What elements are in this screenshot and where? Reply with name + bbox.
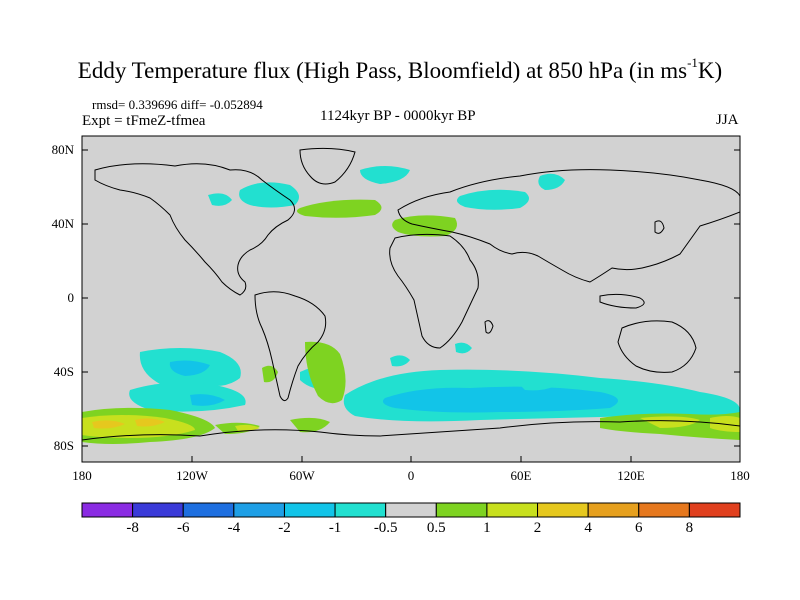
cyan-patch-arctic (360, 166, 410, 184)
colorbar-label: 6 (635, 520, 643, 536)
colorbar-label: -0.5 (373, 520, 398, 536)
coastlines (82, 147, 740, 441)
colorbar-cell (334, 502, 387, 518)
green-patch-mediterranean (392, 215, 458, 237)
season-label: JJA (716, 112, 739, 128)
lon-label-0: 0 (407, 468, 415, 483)
cyan-patch-indian (455, 342, 472, 354)
colorbar-cell (132, 502, 184, 518)
anomaly-fields (82, 166, 740, 444)
colorbar-cell (537, 502, 589, 518)
colorbar-cell (435, 502, 488, 518)
lat-label-0: 0 (67, 290, 75, 305)
colorbar-cell (81, 502, 134, 518)
colorbar-label: 2 (533, 520, 542, 536)
lat-label-40s: 40S (53, 364, 74, 379)
coast-eurasia (397, 169, 740, 283)
green-patch-argentina (305, 341, 346, 404)
coast-antarctica (82, 420, 740, 441)
blue-core-southern-ocean (382, 386, 618, 413)
colorbar-label: -1 (328, 520, 342, 536)
lon-label-180-right: 180 (730, 468, 750, 483)
colorbar-label: 1 (483, 520, 491, 536)
cyan-patch-europe (456, 189, 529, 210)
colorbar-cell (638, 502, 690, 518)
coast-indonesia (599, 293, 645, 309)
green-patch-atlantic (296, 199, 382, 218)
colorbar-cell (233, 502, 285, 518)
plot-title: Eddy Temperature flux (High Pass, Bloomf… (77, 55, 723, 83)
colorbar-cell (182, 502, 235, 518)
lon-label-60e: 60E (510, 468, 532, 483)
yellow-band-antarctic-east (640, 416, 700, 428)
green-patch-antarctic-weddell (290, 417, 330, 433)
lat-label-40n: 40N (51, 216, 74, 231)
lat-label-80s: 80S (53, 438, 74, 453)
lon-label-60w: 60W (289, 468, 315, 483)
rmsd-diff-label: rmsd= 0.339696 diff= -0.052894 (92, 97, 263, 112)
experiment-label: Expt = tFmeZ-tfmea (82, 113, 206, 129)
colorbar-cell (587, 502, 640, 518)
colorbar-cell (385, 502, 437, 518)
colorbar-label: -8 (126, 520, 139, 536)
colorbar-label: 0.5 (426, 520, 446, 536)
coast-australia (617, 320, 697, 373)
cyan-patch-hudson (239, 182, 299, 208)
cyan-band-pacific-low (129, 382, 246, 412)
lon-label-180-left: 180 (72, 468, 92, 483)
colorbar-label: 4 (584, 520, 592, 536)
colorbar-label: -2 (278, 520, 291, 536)
cyan-patch-barents (538, 173, 565, 190)
cyan-patch-east-indian (515, 376, 560, 391)
cyan-patch-labrador (208, 193, 232, 206)
colorbar-cells (81, 502, 741, 518)
colorbar-label: -6 (176, 520, 190, 536)
orange-core-antarctic-pacific (92, 420, 125, 429)
axis-ticks (81, 149, 741, 462)
colorbar-label: 8 (685, 520, 694, 536)
blue-core-pacific-low (190, 394, 225, 406)
coast-greenland (299, 147, 356, 185)
coast-madagascar (484, 320, 494, 334)
coast-africa (389, 233, 479, 349)
colorbar-cell (486, 502, 539, 518)
period-label: 1124kyr BP - 0000kyr BP (320, 108, 476, 124)
colorbar-cell (688, 502, 741, 518)
colorbar-label: -4 (227, 520, 241, 536)
blue-core-south-pacific (169, 360, 210, 376)
colorbar-cell (283, 502, 336, 518)
yellow-patch-antarctic-ross (235, 424, 260, 432)
coast-south-america (254, 291, 327, 402)
lat-label-80n: 80N (51, 142, 74, 157)
lon-label-120w: 120W (176, 468, 208, 483)
cyan-patch-africa-south (390, 355, 410, 367)
coast-japan (654, 220, 665, 234)
colorbar-frame (81, 502, 741, 518)
orange-core-antarctic-pacific-2 (135, 418, 165, 427)
lon-label-120e: 120E (617, 468, 645, 483)
coast-north-america (94, 163, 295, 296)
